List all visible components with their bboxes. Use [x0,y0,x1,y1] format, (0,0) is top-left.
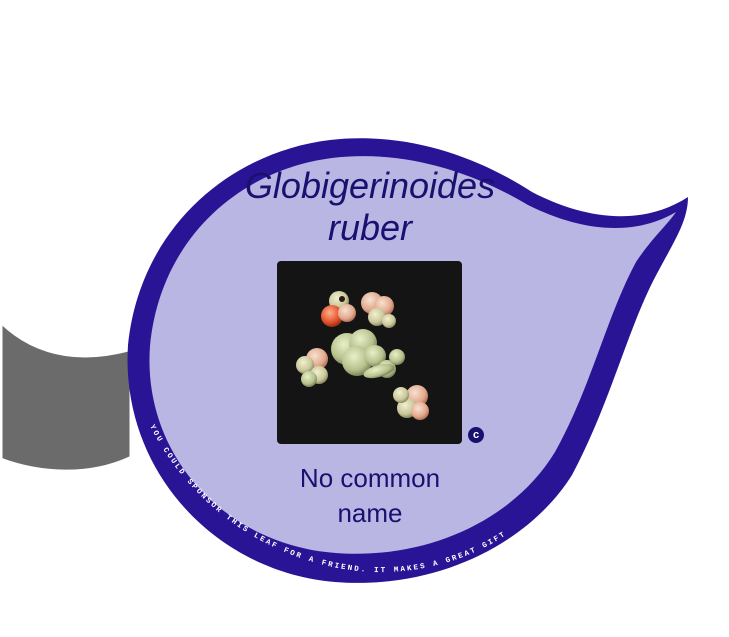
species-photo[interactable] [277,261,462,444]
species-name-line2[interactable]: ruber [327,207,413,248]
copyright-icon[interactable]: c [468,427,484,443]
common-name-line1: No common [299,463,441,493]
foraminifera-image [277,261,462,444]
branch-stub [0,316,135,475]
species-name-line1[interactable]: Globigerinoides [244,165,496,206]
common-name-line2: name [337,498,403,528]
